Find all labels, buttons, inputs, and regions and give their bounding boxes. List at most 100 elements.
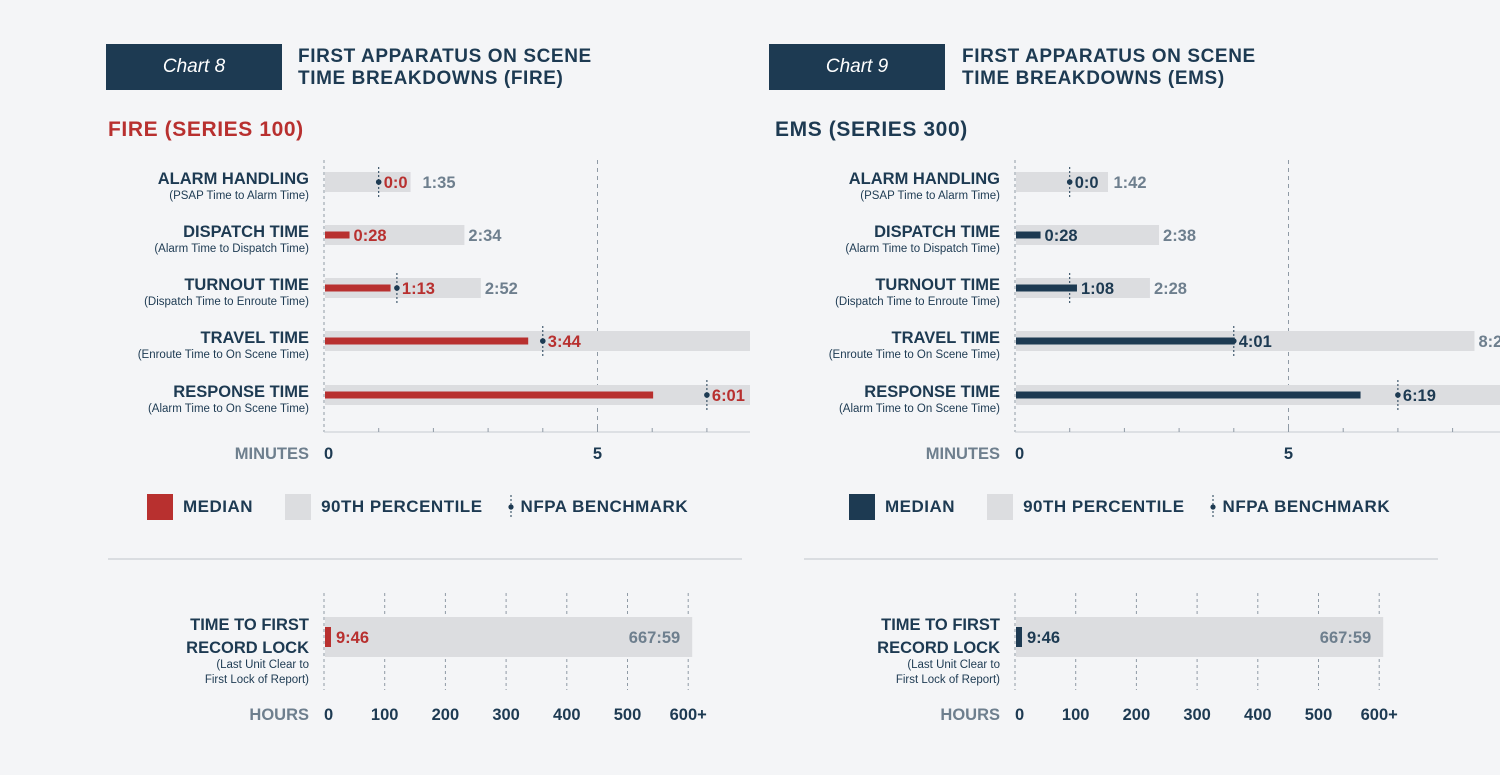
hours-tick-label: 0 xyxy=(324,706,333,724)
legend-label-median: MEDIAN xyxy=(183,497,254,516)
legend-label-median: MEDIAN xyxy=(885,497,956,516)
p90-bar xyxy=(325,225,465,245)
hours-tick-label: 500 xyxy=(1305,706,1333,724)
category-sublabel: (Alarm Time to Dispatch Time) xyxy=(845,243,1000,255)
series-title: EMS (SERIES 300) xyxy=(775,118,968,141)
median-bar xyxy=(1016,337,1235,345)
x-tick-label: 5 xyxy=(1284,445,1293,463)
category-label: TURNOUT TIME xyxy=(184,276,309,294)
nfpa-benchmark-dot xyxy=(1066,179,1073,185)
nfpa-benchmark-dot xyxy=(540,338,546,344)
legend-swatch-p90 xyxy=(987,494,1014,520)
category-label: ALARM HANDLING xyxy=(158,170,309,188)
nfpa-benchmark-dot xyxy=(704,392,710,398)
legend-swatch-nfpa xyxy=(505,494,517,520)
p90-bar xyxy=(325,331,750,351)
chart-title-line-2: TIME BREAKDOWNS (EMS) xyxy=(962,68,1225,89)
legend-item-p90: 90TH PERCENTILE xyxy=(285,494,482,520)
hours-tick-label: 400 xyxy=(553,706,581,724)
category-sublabel: (Alarm Time to On Scene Time) xyxy=(839,403,1000,415)
hours-median-bar xyxy=(325,627,331,647)
median-value-label: 1:08 xyxy=(1081,280,1114,298)
p90-bar xyxy=(1016,172,1108,192)
chart-panel-ems: Chart 9 FIRST APPARATUS ON SCENE TIME BR… xyxy=(750,0,1500,775)
category-label: DISPATCH TIME xyxy=(183,223,309,241)
hours-p90-bar xyxy=(1016,617,1384,657)
section-divider xyxy=(804,558,1438,560)
median-value-label: 6:19 xyxy=(1403,387,1436,405)
hours-category-label: TIME TO FIRST xyxy=(881,616,1000,634)
legend-item-nfpa: NFPA BENCHMARK xyxy=(1207,494,1391,520)
hours-tick-label: 300 xyxy=(492,706,520,724)
hours-median-bar xyxy=(1016,627,1022,647)
hours-tick-label: 600+ xyxy=(1361,706,1398,724)
nfpa-benchmark-dot xyxy=(1231,338,1237,344)
p90-value-label: 2:34 xyxy=(468,227,502,245)
hours-tick-label: 200 xyxy=(1123,706,1151,724)
nfpa-benchmark-dot xyxy=(1395,392,1401,398)
chart-legend: MEDIAN 90TH PERCENTILE NFPA BENCHMARK xyxy=(147,494,688,520)
legend-item-nfpa: NFPA BENCHMARK xyxy=(505,494,689,520)
hours-p90-bar xyxy=(325,617,693,657)
chart-legend: MEDIAN 90TH PERCENTILE NFPA BENCHMARK xyxy=(849,494,1390,520)
legend-swatch-p90 xyxy=(285,494,312,520)
hours-axis-label: HOURS xyxy=(940,706,1000,724)
legend-swatch-median xyxy=(147,494,173,520)
chart-title-line-2: TIME BREAKDOWNS (FIRE) xyxy=(298,68,564,89)
chart-panel-fire: Chart 8 FIRST APPARATUS ON SCENE TIME BR… xyxy=(106,44,750,724)
median-value-label: 0:0 xyxy=(384,174,408,192)
hours-category-label: RECORD LOCK xyxy=(877,639,1000,657)
chart-title: FIRST APPARATUS ON SCENE TIME BREAKDOWNS… xyxy=(298,46,592,90)
legend-label-nfpa: NFPA BENCHMARK xyxy=(520,497,689,516)
category-label: RESPONSE TIME xyxy=(864,383,1000,401)
chart-fire-svg: MINUTES051015ALARM HANDLING(PSAP Time to… xyxy=(138,160,750,724)
legend-swatch-nfpa xyxy=(1207,494,1219,520)
chart-ems-svg: MINUTES051015ALARM HANDLING(PSAP Time to… xyxy=(829,160,1500,724)
category-sublabel: (Enroute Time to On Scene Time) xyxy=(829,349,1000,361)
p90-value-label: 1:35 xyxy=(423,174,456,192)
median-value-label: 1:13 xyxy=(402,280,435,298)
median-value-label: 3:44 xyxy=(548,333,582,351)
category-sublabel: (Enroute Time to On Scene Time) xyxy=(138,349,309,361)
hours-tick-label: 600+ xyxy=(670,706,707,724)
nfpa-benchmark-dot xyxy=(1066,285,1073,291)
p90-bar xyxy=(1016,331,1475,351)
hours-tick-label: 100 xyxy=(371,706,399,724)
median-bar xyxy=(325,337,529,345)
nfpa-benchmark-dot xyxy=(394,285,400,291)
category-sublabel: (Alarm Time to On Scene Time) xyxy=(148,403,309,415)
category-label: TRAVEL TIME xyxy=(201,329,309,347)
legend-item-p90: 90TH PERCENTILE xyxy=(987,494,1184,520)
legend-item-median: MEDIAN xyxy=(849,494,955,520)
hours-p90-value-label: 667:59 xyxy=(629,629,680,647)
p90-value-label: 1:42 xyxy=(1114,174,1147,192)
hours-category-label: TIME TO FIRST xyxy=(190,616,309,634)
legend-label-p90: 90TH PERCENTILE xyxy=(1023,497,1185,516)
p90-bar xyxy=(325,278,481,298)
category-label: TRAVEL TIME xyxy=(892,329,1000,347)
legend-label-p90: 90TH PERCENTILE xyxy=(321,497,483,516)
median-value-label: 0:28 xyxy=(354,227,387,245)
median-value-label: 0:0 xyxy=(1075,174,1099,192)
x-axis-label: MINUTES xyxy=(235,445,309,463)
category-label: ALARM HANDLING xyxy=(849,170,1000,188)
nfpa-benchmark-dot xyxy=(375,179,382,185)
median-bar xyxy=(1016,284,1077,292)
chart-title-line-1: FIRST APPARATUS ON SCENE xyxy=(962,46,1256,67)
p90-bar xyxy=(325,172,411,192)
category-sublabel: (Dispatch Time to Enroute Time) xyxy=(835,296,1000,308)
hours-category-sublabel: (Last Unit Clear to xyxy=(216,659,309,671)
hours-tick-label: 500 xyxy=(614,706,642,724)
hours-tick-label: 300 xyxy=(1183,706,1211,724)
p90-bar xyxy=(1016,278,1150,298)
hours-category-sublabel: First Lock of Report) xyxy=(205,674,309,686)
category-sublabel: (PSAP Time to Alarm Time) xyxy=(860,190,1000,202)
x-tick-label: 0 xyxy=(324,445,333,463)
hours-median-value-label: 9:46 xyxy=(1027,629,1060,647)
section-divider xyxy=(108,558,742,560)
hours-tick-label: 200 xyxy=(432,706,460,724)
hours-tick-label: 0 xyxy=(1015,706,1024,724)
median-bar xyxy=(325,284,391,292)
p90-value-label: 2:38 xyxy=(1163,227,1196,245)
median-bar xyxy=(325,391,654,399)
